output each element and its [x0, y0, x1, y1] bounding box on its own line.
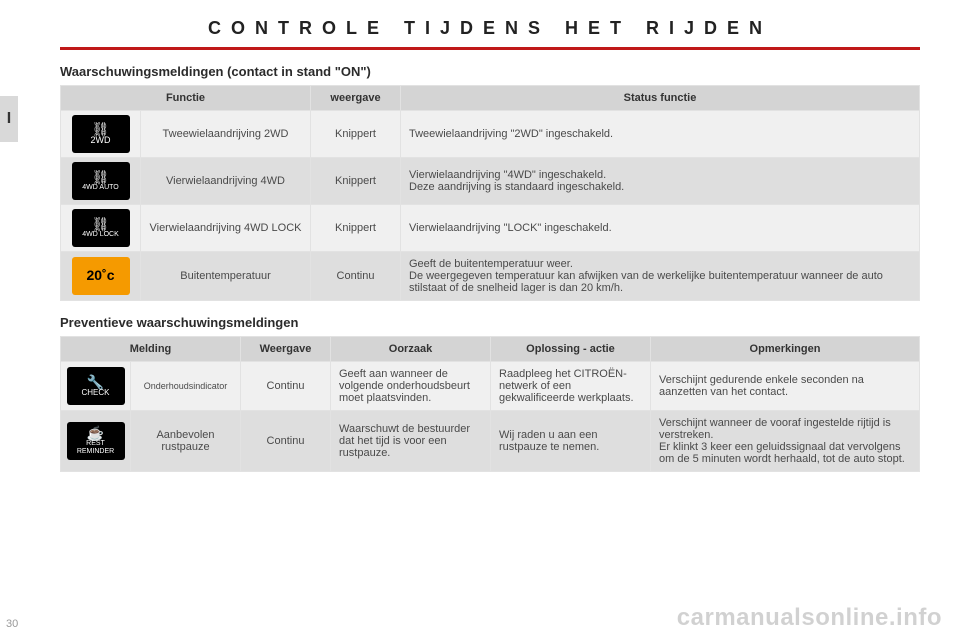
temperature-icon: 20˚c [72, 257, 130, 295]
cell-disp: Knippert [311, 205, 401, 252]
cell-status: Geeft de buitentemperatuur weer. De weer… [401, 252, 920, 301]
table-row: ⛓ 2WD Tweewielaandrijving 2WD Knippert T… [61, 111, 920, 158]
cell-notes: Verschijnt wanneer de vooraf ingestelde … [651, 411, 920, 472]
drive-4wd-icon: ⛓ 4WD AUTO [72, 162, 130, 200]
table-row: 🔧 CHECK Onderhoudsindicator Continu Geef… [61, 362, 920, 411]
col-display: weergave [311, 86, 401, 111]
section1-heading: Waarschuwingsmeldingen (contact in stand… [60, 64, 920, 79]
col-action: Oplossing - actie [491, 337, 651, 362]
cell-msg: Aanbevolen rustpauze [131, 411, 241, 472]
rest-reminder-icon: ☕ REST REMINDER [67, 422, 125, 460]
col-notes: Opmerkingen [651, 337, 920, 362]
cell-status: Vierwielaandrijving "4WD" ingeschakeld. … [401, 158, 920, 205]
col-message: Melding [61, 337, 241, 362]
cell-disp: Continu [241, 411, 331, 472]
cell-msg: Onderhoudsindicator [131, 362, 241, 411]
cell-cause: Geeft aan wanneer de volgende onderhouds… [331, 362, 491, 411]
cell-func: Vierwielaandrijving 4WD LOCK [141, 205, 311, 252]
col-function: Functie [61, 86, 311, 111]
cell-disp: Continu [241, 362, 331, 411]
maintenance-icon: 🔧 CHECK [67, 367, 125, 405]
table-row: ☕ REST REMINDER Aanbevolen rustpauze Con… [61, 411, 920, 472]
table-row: 20˚c Buitentemperatuur Continu Geeft de … [61, 252, 920, 301]
cell-status: Vierwielaandrijving "LOCK" ingeschakeld. [401, 205, 920, 252]
cell-func: Vierwielaandrijving 4WD [141, 158, 311, 205]
section2-heading: Preventieve waarschuwingsmeldingen [60, 315, 920, 330]
cell-disp: Knippert [311, 111, 401, 158]
watermark: carmanualsonline.info [677, 604, 942, 632]
col-display: Weergave [241, 337, 331, 362]
cell-func: Buitentemperatuur [141, 252, 311, 301]
page-number: 30 [6, 618, 18, 630]
cell-disp: Knippert [311, 158, 401, 205]
title-rule [60, 47, 920, 50]
cell-disp: Continu [311, 252, 401, 301]
cell-action: Raadpleeg het CITROËN-netwerk of een gek… [491, 362, 651, 411]
drive-4wd-lock-icon: ⛓ 4WD LOCK [72, 209, 130, 247]
preventive-table: Melding Weergave Oorzaak Oplossing - act… [60, 336, 920, 472]
drive-2wd-icon: ⛓ 2WD [72, 115, 130, 153]
section-index-tab: I [0, 96, 18, 142]
table-row: ⛓ 4WD AUTO Vierwielaandrijving 4WD Knipp… [61, 158, 920, 205]
col-status: Status functie [401, 86, 920, 111]
col-cause: Oorzaak [331, 337, 491, 362]
cell-notes: Verschijnt gedurende enkele seconden na … [651, 362, 920, 411]
cell-status: Tweewielaandrijving "2WD" ingeschakeld. [401, 111, 920, 158]
page-content: CONTROLE TIJDENS HET RIJDEN Waarschuwing… [30, 0, 950, 640]
table-row: ⛓ 4WD LOCK Vierwielaandrijving 4WD LOCK … [61, 205, 920, 252]
page-title: CONTROLE TIJDENS HET RIJDEN [60, 18, 920, 39]
cell-func: Tweewielaandrijving 2WD [141, 111, 311, 158]
warnings-table: Functie weergave Status functie ⛓ 2WD Tw… [60, 85, 920, 301]
cell-action: Wij raden u aan een rustpauze te nemen. [491, 411, 651, 472]
cell-cause: Waarschuwt de bestuurder dat het tijd is… [331, 411, 491, 472]
